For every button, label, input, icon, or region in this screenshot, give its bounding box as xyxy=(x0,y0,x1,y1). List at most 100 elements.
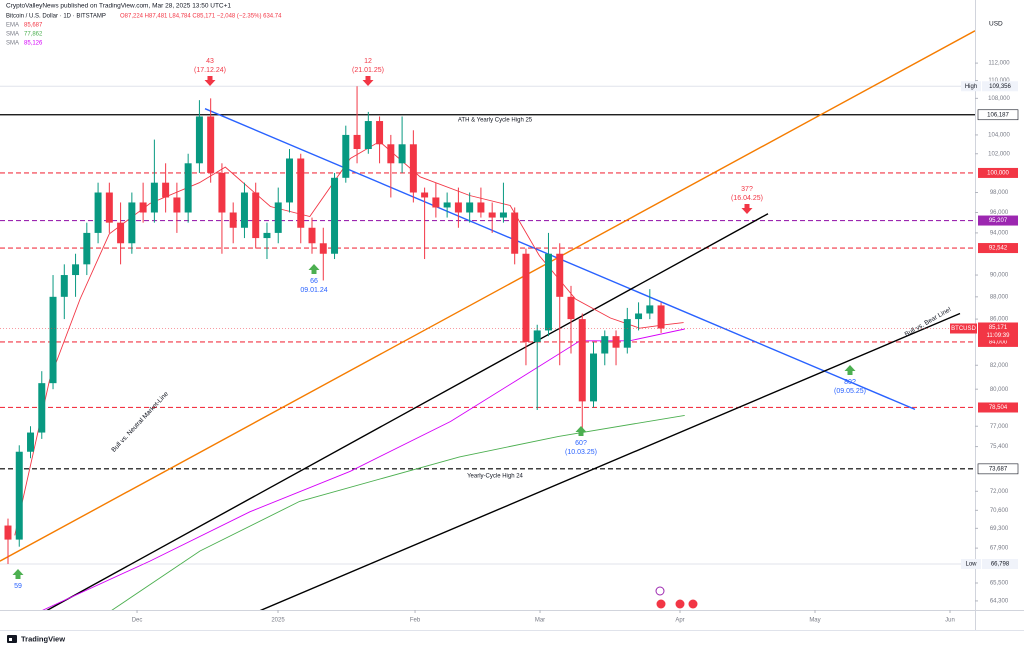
candle-body xyxy=(376,121,384,145)
trendline xyxy=(46,213,769,610)
candle-body xyxy=(578,319,586,402)
candle-body xyxy=(4,525,12,540)
annotation-arrow xyxy=(362,76,374,86)
candle-body xyxy=(398,144,406,164)
candle-body xyxy=(27,432,35,452)
y-tick-label: 94,000 xyxy=(990,230,1009,236)
x-tick-label: Dec xyxy=(132,618,143,624)
annotation-count: 66 xyxy=(310,278,318,285)
candle-body xyxy=(117,222,125,244)
legend-name: SMA xyxy=(6,41,19,47)
annotation-arrow xyxy=(741,204,753,214)
candle-body xyxy=(635,313,643,320)
level-label: 78,504 xyxy=(989,405,1008,411)
y-tick-label: 65,500 xyxy=(990,581,1009,587)
candle-body xyxy=(207,116,215,173)
candle-body xyxy=(195,116,203,164)
last-price-symbol-box xyxy=(950,323,977,334)
symbol: Bitcoin / U.S. Dollar · 1D · BITSTAMP xyxy=(6,14,106,20)
candle-body xyxy=(499,212,507,218)
annotation-arrow xyxy=(844,365,856,375)
annotation-arrow xyxy=(12,569,24,579)
candle-body xyxy=(477,202,485,213)
brand-logo xyxy=(7,635,17,643)
y-tick-label: 102,000 xyxy=(988,151,1010,157)
level-box xyxy=(977,463,1019,475)
last-price-label: 85,171 xyxy=(989,325,1008,331)
candle-body xyxy=(94,192,102,233)
y-tick-label: 112,000 xyxy=(988,61,1010,67)
candle-body xyxy=(319,243,327,254)
candle-body xyxy=(331,177,339,254)
level-box xyxy=(978,243,1018,254)
y-tick-label: 86,000 xyxy=(990,317,1009,323)
extreme-name: High xyxy=(965,84,977,90)
candle-body xyxy=(544,253,552,331)
candle-body xyxy=(353,134,361,150)
candle-body xyxy=(387,144,395,164)
candle-body xyxy=(623,319,631,348)
y-tick-label: 64,300 xyxy=(990,598,1009,604)
candle-body xyxy=(657,305,665,329)
candle-body xyxy=(466,202,474,213)
currency: USD xyxy=(989,21,1003,28)
candle-body xyxy=(612,336,620,348)
annotation-count: 60? xyxy=(575,440,587,447)
candle-body xyxy=(522,253,530,342)
extreme-value-box xyxy=(982,81,1018,92)
level-label: 100,000 xyxy=(987,171,1009,177)
candle-body xyxy=(105,192,113,223)
candle-body xyxy=(72,264,80,276)
level-label: 73,687 xyxy=(989,466,1008,472)
candle-body xyxy=(297,158,305,228)
candle-body xyxy=(511,212,519,254)
level-label: 95,207 xyxy=(989,218,1008,224)
annotation-count: 59 xyxy=(14,583,22,590)
candle-body xyxy=(184,163,192,213)
y-tick-label: 67,900 xyxy=(990,546,1009,552)
candle-body xyxy=(150,182,158,213)
event-icons xyxy=(655,586,698,609)
candle-body xyxy=(83,232,91,265)
level-text: Yearly-Cycle High 24 xyxy=(467,473,523,479)
candle-body xyxy=(15,451,23,540)
last-price-symbol: BTCUSD xyxy=(951,326,976,332)
candle-body xyxy=(274,202,282,233)
legend-name: SMA xyxy=(6,32,19,38)
y-tick-label: 90,000 xyxy=(990,273,1009,279)
candle-body xyxy=(443,202,451,208)
annotation-count: 37? xyxy=(741,186,753,193)
candle-body xyxy=(432,197,440,208)
x-tick-label: Jun xyxy=(945,618,955,624)
candle-body xyxy=(218,172,226,213)
candle-body xyxy=(556,253,564,297)
level-box xyxy=(978,402,1018,413)
candle-body xyxy=(286,158,293,203)
legend-value: 85,126 xyxy=(24,41,43,47)
trendline xyxy=(259,312,961,610)
y-tick-label: 70,600 xyxy=(990,508,1009,514)
x-tick-label: Feb xyxy=(410,618,421,624)
annotation-date: (10.03.25) xyxy=(565,449,597,456)
publisher: CryptoValleyNews published on TradingVie… xyxy=(6,3,231,10)
extreme-value-box xyxy=(982,558,1018,569)
y-tick-label: 108,000 xyxy=(988,96,1010,102)
candle-body xyxy=(139,202,147,213)
y-tick-label: 72,000 xyxy=(990,489,1009,495)
y-tick-label: 77,000 xyxy=(990,424,1009,430)
moving-average xyxy=(14,140,684,536)
last-price-box xyxy=(978,322,1018,341)
candle-body xyxy=(364,121,372,150)
candle-body xyxy=(488,212,496,218)
y-tick-label: 82,000 xyxy=(990,363,1009,369)
candle-body xyxy=(590,353,598,402)
quote: O87,224 H87,481 L84,784 C85,171 −2,048 (… xyxy=(120,14,282,20)
plot xyxy=(0,30,975,610)
level-label: 84,000 xyxy=(989,339,1008,345)
annotation-arrow xyxy=(308,264,320,274)
candle-body xyxy=(454,202,462,213)
candle-body xyxy=(173,197,181,213)
